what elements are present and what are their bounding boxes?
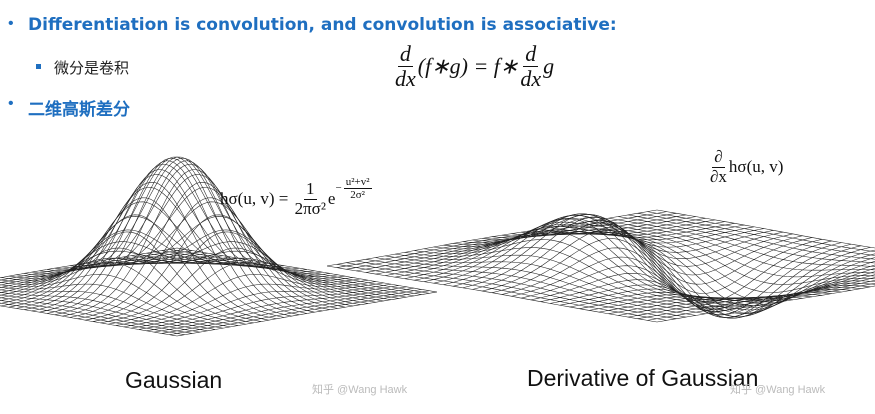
mesh-line <box>39 160 300 316</box>
mesh-line <box>618 216 875 264</box>
mesh-line <box>0 283 231 328</box>
mesh-line <box>326 265 658 323</box>
mesh-line <box>414 239 745 308</box>
mesh-line <box>85 214 346 321</box>
mesh-line <box>569 257 875 311</box>
mesh-line <box>385 255 716 313</box>
mesh-line <box>356 214 687 272</box>
mesh-line <box>0 305 178 337</box>
mesh-line <box>424 231 755 307</box>
mesh-line <box>647 282 875 321</box>
formula-text: hσ(u, v) = <box>220 189 289 209</box>
mesh-line <box>656 285 875 323</box>
mesh-line <box>0 300 193 334</box>
bullet-text: Differentiation is convolution, and conv… <box>28 15 617 35</box>
derivative-formula: ∂ ∂x hσ(u, v) <box>708 147 784 186</box>
mesh-line <box>138 285 399 330</box>
fraction-den: dx <box>520 66 542 92</box>
mesh-line <box>54 160 315 316</box>
caption: Gaussian <box>125 367 223 393</box>
mesh-line <box>0 289 223 329</box>
mesh-line <box>169 290 430 335</box>
mesh-line <box>501 240 832 303</box>
mesh-line <box>433 214 764 284</box>
mesh-line <box>0 262 246 325</box>
mesh-line <box>550 249 875 318</box>
mesh-line <box>385 219 716 276</box>
fraction-den: 2σ² <box>350 189 365 202</box>
watermark: 知乎 @Wang Hawk <box>312 384 408 396</box>
sub-bullet-dot <box>36 64 41 69</box>
gaussian-formula: hσ(u, v) = 1 2πσ² e− u²+v² 2σ² <box>220 176 374 218</box>
mesh-line <box>394 253 725 311</box>
mesh-line <box>108 262 369 325</box>
mesh-line <box>618 274 875 316</box>
mesh-line <box>146 286 407 332</box>
bullet-dot: • <box>8 95 14 112</box>
fraction-num: d <box>523 41 539 68</box>
fraction-num: d <box>397 41 413 68</box>
mesh-line <box>1 231 262 322</box>
mesh-line <box>92 231 353 322</box>
fraction-num: u²+v² <box>343 176 372 190</box>
mesh-line <box>100 247 361 324</box>
fraction-den: dx <box>395 66 416 92</box>
mesh-line <box>115 274 376 326</box>
mesh-line <box>0 247 254 324</box>
mesh-line <box>521 243 852 315</box>
mesh-line <box>637 280 875 319</box>
mesh-line <box>176 291 438 337</box>
fraction-num: ∂ <box>712 147 725 168</box>
fraction-den: ∂x <box>710 166 727 186</box>
formula: d dx (f∗g) = f∗ d dx g <box>393 41 555 92</box>
mesh-line <box>0 292 216 330</box>
mesh-line <box>589 264 875 311</box>
mesh-line <box>579 261 875 309</box>
mesh-line <box>24 182 285 318</box>
mesh-line <box>511 242 842 310</box>
mesh-line <box>404 247 735 310</box>
fraction-den: 2πσ² <box>294 198 326 218</box>
watermark: 知乎 @Wang Hawk <box>730 384 826 396</box>
mesh-line <box>161 289 422 334</box>
mesh-line <box>540 247 871 319</box>
formula-text: (f∗g) = f∗ <box>417 53 519 79</box>
mesh-line <box>0 274 239 326</box>
formula-text: g <box>543 53 555 79</box>
mesh-line <box>433 224 764 305</box>
mesh-line <box>8 214 269 321</box>
formula-text: hσ(u, v) <box>728 157 784 177</box>
mesh-line <box>154 287 415 333</box>
mesh-line <box>491 220 823 312</box>
mesh-line <box>131 283 392 329</box>
sub-bullet-text: 微分是卷积 <box>54 59 130 77</box>
bullet-dot: • <box>8 15 14 32</box>
mesh-line <box>31 169 292 317</box>
fraction-num: 1 <box>304 179 317 200</box>
formula-text: e <box>327 189 336 209</box>
exponent-sign: − <box>335 182 342 195</box>
mesh-line <box>0 302 185 335</box>
mesh-line <box>365 259 696 316</box>
mesh-line <box>62 169 323 317</box>
mesh-line <box>346 262 677 319</box>
mesh-line <box>627 277 875 318</box>
mesh-line <box>0 294 208 332</box>
mesh-line <box>46 156 308 314</box>
caption: Derivative of Gaussian <box>527 365 759 391</box>
mesh-line <box>123 282 384 328</box>
mesh-line <box>69 182 330 318</box>
mesh-line <box>647 211 875 252</box>
mesh-line <box>336 264 667 321</box>
mesh-line <box>0 297 200 333</box>
mesh-line <box>656 209 875 249</box>
mesh-line <box>375 257 706 315</box>
mesh-line <box>356 260 687 318</box>
mesh-line <box>637 213 875 256</box>
bullet-text: 二维高斯差分 <box>28 100 130 120</box>
